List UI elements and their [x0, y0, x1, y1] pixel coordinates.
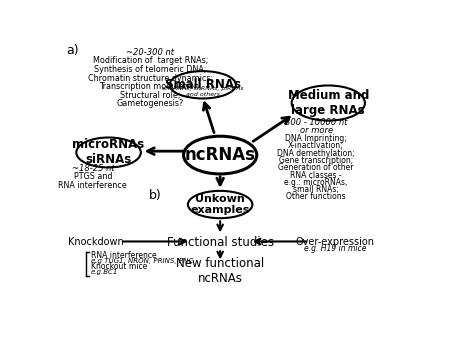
Text: microRNAs
siRNAs: microRNAs siRNAs: [72, 139, 145, 167]
Ellipse shape: [170, 71, 236, 98]
Text: Modification of  target RNAs;: Modification of target RNAs;: [93, 56, 208, 65]
Ellipse shape: [292, 86, 365, 121]
Text: RNA interference: RNA interference: [91, 251, 157, 260]
Text: Unkown
examples: Unkown examples: [190, 194, 250, 215]
Text: Gametogenesis?: Gametogenesis?: [117, 99, 184, 108]
Text: 300 - 10000 nt: 300 - 10000 nt: [285, 118, 347, 127]
Text: Over-expression: Over-expression: [296, 237, 375, 247]
Text: e.g.: microRNAs,: e.g.: microRNAs,: [284, 178, 348, 187]
Text: New functional
ncRNAs: New functional ncRNAs: [176, 257, 264, 285]
Text: DNA demethylation;: DNA demethylation;: [277, 149, 355, 158]
Text: Gene transcription;: Gene transcription;: [279, 156, 353, 165]
Text: Chromatin structure dynamics;: Chromatin structure dynamics;: [88, 74, 213, 82]
Ellipse shape: [184, 136, 257, 174]
Text: Knockout mice: Knockout mice: [91, 262, 148, 271]
Text: X-inactivation;: X-inactivation;: [288, 142, 344, 150]
Text: a): a): [67, 45, 79, 57]
Text: snoRNAs, snRNAs, piRNAs
and others: snoRNAs, snRNAs, piRNAs and others: [162, 86, 243, 97]
Text: Transcription modulation;: Transcription modulation;: [99, 82, 202, 91]
Text: DNA Imprinting;: DNA Imprinting;: [285, 134, 347, 143]
Text: ncRNAs: ncRNAs: [184, 146, 256, 164]
Text: or more: or more: [300, 126, 333, 135]
Text: Generation of other: Generation of other: [278, 163, 354, 172]
Text: Structural role;: Structural role;: [120, 91, 180, 100]
Text: e.g. H19 in mice: e.g. H19 in mice: [304, 244, 366, 253]
Text: e.g TUG1, NRON, PRINS, PNC: e.g TUG1, NRON, PRINS, PNC: [91, 258, 194, 264]
Text: RNA classes -: RNA classes -: [290, 171, 342, 179]
Text: Functional studies: Functional studies: [166, 236, 274, 249]
Text: ~20-300 nt: ~20-300 nt: [126, 48, 175, 57]
Text: Medium and
large RNAs: Medium and large RNAs: [288, 89, 369, 117]
Text: RNA interference: RNA interference: [58, 181, 127, 190]
Text: Knockdown: Knockdown: [68, 237, 124, 247]
Text: PTGS and: PTGS and: [74, 172, 112, 181]
Text: Other functions: Other functions: [286, 192, 346, 201]
Text: Synthesis of telomeric DNA;: Synthesis of telomeric DNA;: [94, 65, 207, 74]
Ellipse shape: [188, 191, 252, 218]
Text: ~18-25 nt: ~18-25 nt: [72, 164, 114, 173]
Ellipse shape: [76, 138, 141, 167]
Text: small RNAs;: small RNAs;: [293, 185, 339, 194]
Text: b): b): [148, 189, 162, 202]
Text: Small RNAs: Small RNAs: [165, 78, 241, 91]
Text: e.g.BC1: e.g.BC1: [91, 269, 118, 275]
